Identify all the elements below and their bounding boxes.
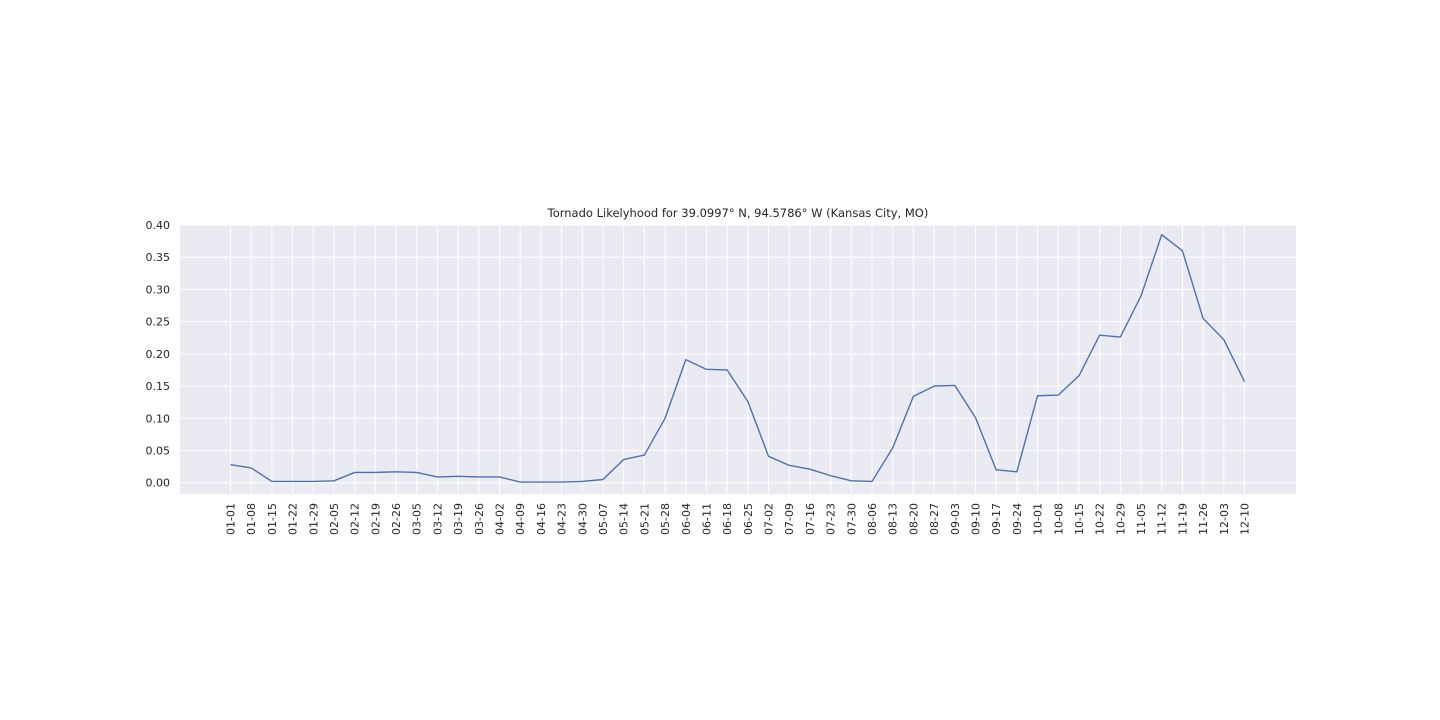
x-tick-label: 12-03 — [1218, 503, 1231, 535]
y-tick-label: 0.15 — [146, 380, 171, 393]
x-tick-label: 06-11 — [700, 503, 713, 535]
x-tick-label: 07-30 — [845, 503, 858, 535]
x-tick-label: 01-01 — [225, 503, 238, 535]
y-axis-ticks: 0.00 0.05 0.10 0.15 0.20 0.25 0.30 0.35 0.40 — [146, 219, 171, 490]
x-tick-label: 04-02 — [494, 503, 507, 535]
x-tick-label: 02-05 — [328, 503, 341, 535]
x-tick-label: 02-19 — [369, 503, 382, 535]
x-tick-label: 05-07 — [597, 503, 610, 535]
x-tick-label: 09-03 — [949, 503, 962, 535]
x-tick-label: 06-18 — [721, 503, 734, 535]
x-tick-label: 01-22 — [287, 503, 300, 535]
x-tick-label: 03-19 — [452, 503, 465, 535]
plot-background — [180, 225, 1296, 494]
x-tick-label: 07-23 — [825, 503, 838, 535]
x-tick-label: 03-26 — [473, 503, 486, 535]
x-tick-label: 06-25 — [742, 503, 755, 535]
x-tick-label: 01-29 — [307, 503, 320, 535]
x-tick-label: 10-15 — [1073, 503, 1086, 535]
x-tick-label: 08-20 — [907, 503, 920, 535]
x-tick-label: 03-12 — [431, 503, 444, 535]
x-tick-label: 04-23 — [556, 503, 569, 535]
x-tick-label: 09-17 — [990, 503, 1003, 535]
x-tick-label: 07-16 — [804, 503, 817, 535]
x-tick-label: 02-12 — [349, 503, 362, 535]
x-tick-label: 10-22 — [1094, 503, 1107, 535]
y-tick-label: 0.10 — [146, 412, 171, 425]
y-tick-label: 0.35 — [146, 251, 171, 264]
x-tick-label: 02-26 — [390, 503, 403, 535]
x-tick-label: 05-21 — [638, 503, 651, 535]
y-tick-label: 0.00 — [146, 477, 171, 490]
x-tick-label: 03-05 — [411, 503, 424, 535]
series-line — [230, 233, 1246, 483]
y-tick-label: 0.30 — [146, 283, 171, 296]
y-tick-label: 0.40 — [146, 219, 171, 232]
x-tick-label: 05-14 — [618, 503, 631, 535]
x-tick-label: 04-16 — [535, 503, 548, 535]
y-tick-label: 0.05 — [146, 445, 171, 458]
x-tick-label: 04-30 — [576, 503, 589, 535]
x-tick-label: 06-04 — [680, 503, 693, 535]
x-tick-label: 11-05 — [1135, 503, 1148, 535]
y-tick-label: 0.25 — [146, 316, 171, 329]
x-tick-label: 08-06 — [866, 503, 879, 535]
x-tick-label: 01-15 — [266, 503, 279, 535]
x-tick-label: 05-28 — [659, 503, 672, 535]
x-tick-label: 01-08 — [245, 503, 258, 535]
x-tick-label: 11-19 — [1176, 503, 1189, 535]
x-tick-label: 11-26 — [1197, 503, 1210, 535]
x-tick-label: 04-09 — [514, 503, 527, 535]
x-tick-label: 07-09 — [783, 503, 796, 535]
x-tick-label: 12-10 — [1239, 503, 1252, 535]
chart-title: Tornado Likelyhood for 39.0997° N, 94.57… — [547, 206, 929, 220]
x-tick-label: 09-10 — [969, 503, 982, 535]
x-tick-label: 11-12 — [1156, 503, 1169, 535]
y-tick-label: 0.20 — [146, 348, 171, 361]
x-tick-label: 10-29 — [1114, 503, 1127, 535]
x-tick-label: 08-13 — [887, 503, 900, 535]
x-tick-label: 07-02 — [763, 503, 776, 535]
x-tick-label: 08-27 — [928, 503, 941, 535]
grid — [180, 224, 1296, 494]
x-tick-label: 10-08 — [1052, 503, 1065, 535]
x-tick-label: 10-01 — [1032, 503, 1045, 535]
x-tick-label: 09-24 — [1011, 503, 1024, 535]
x-axis-ticks: 01-01 01-08 01-15 01-22 01-29 02-05 02-12 02-19… — [225, 503, 1252, 535]
